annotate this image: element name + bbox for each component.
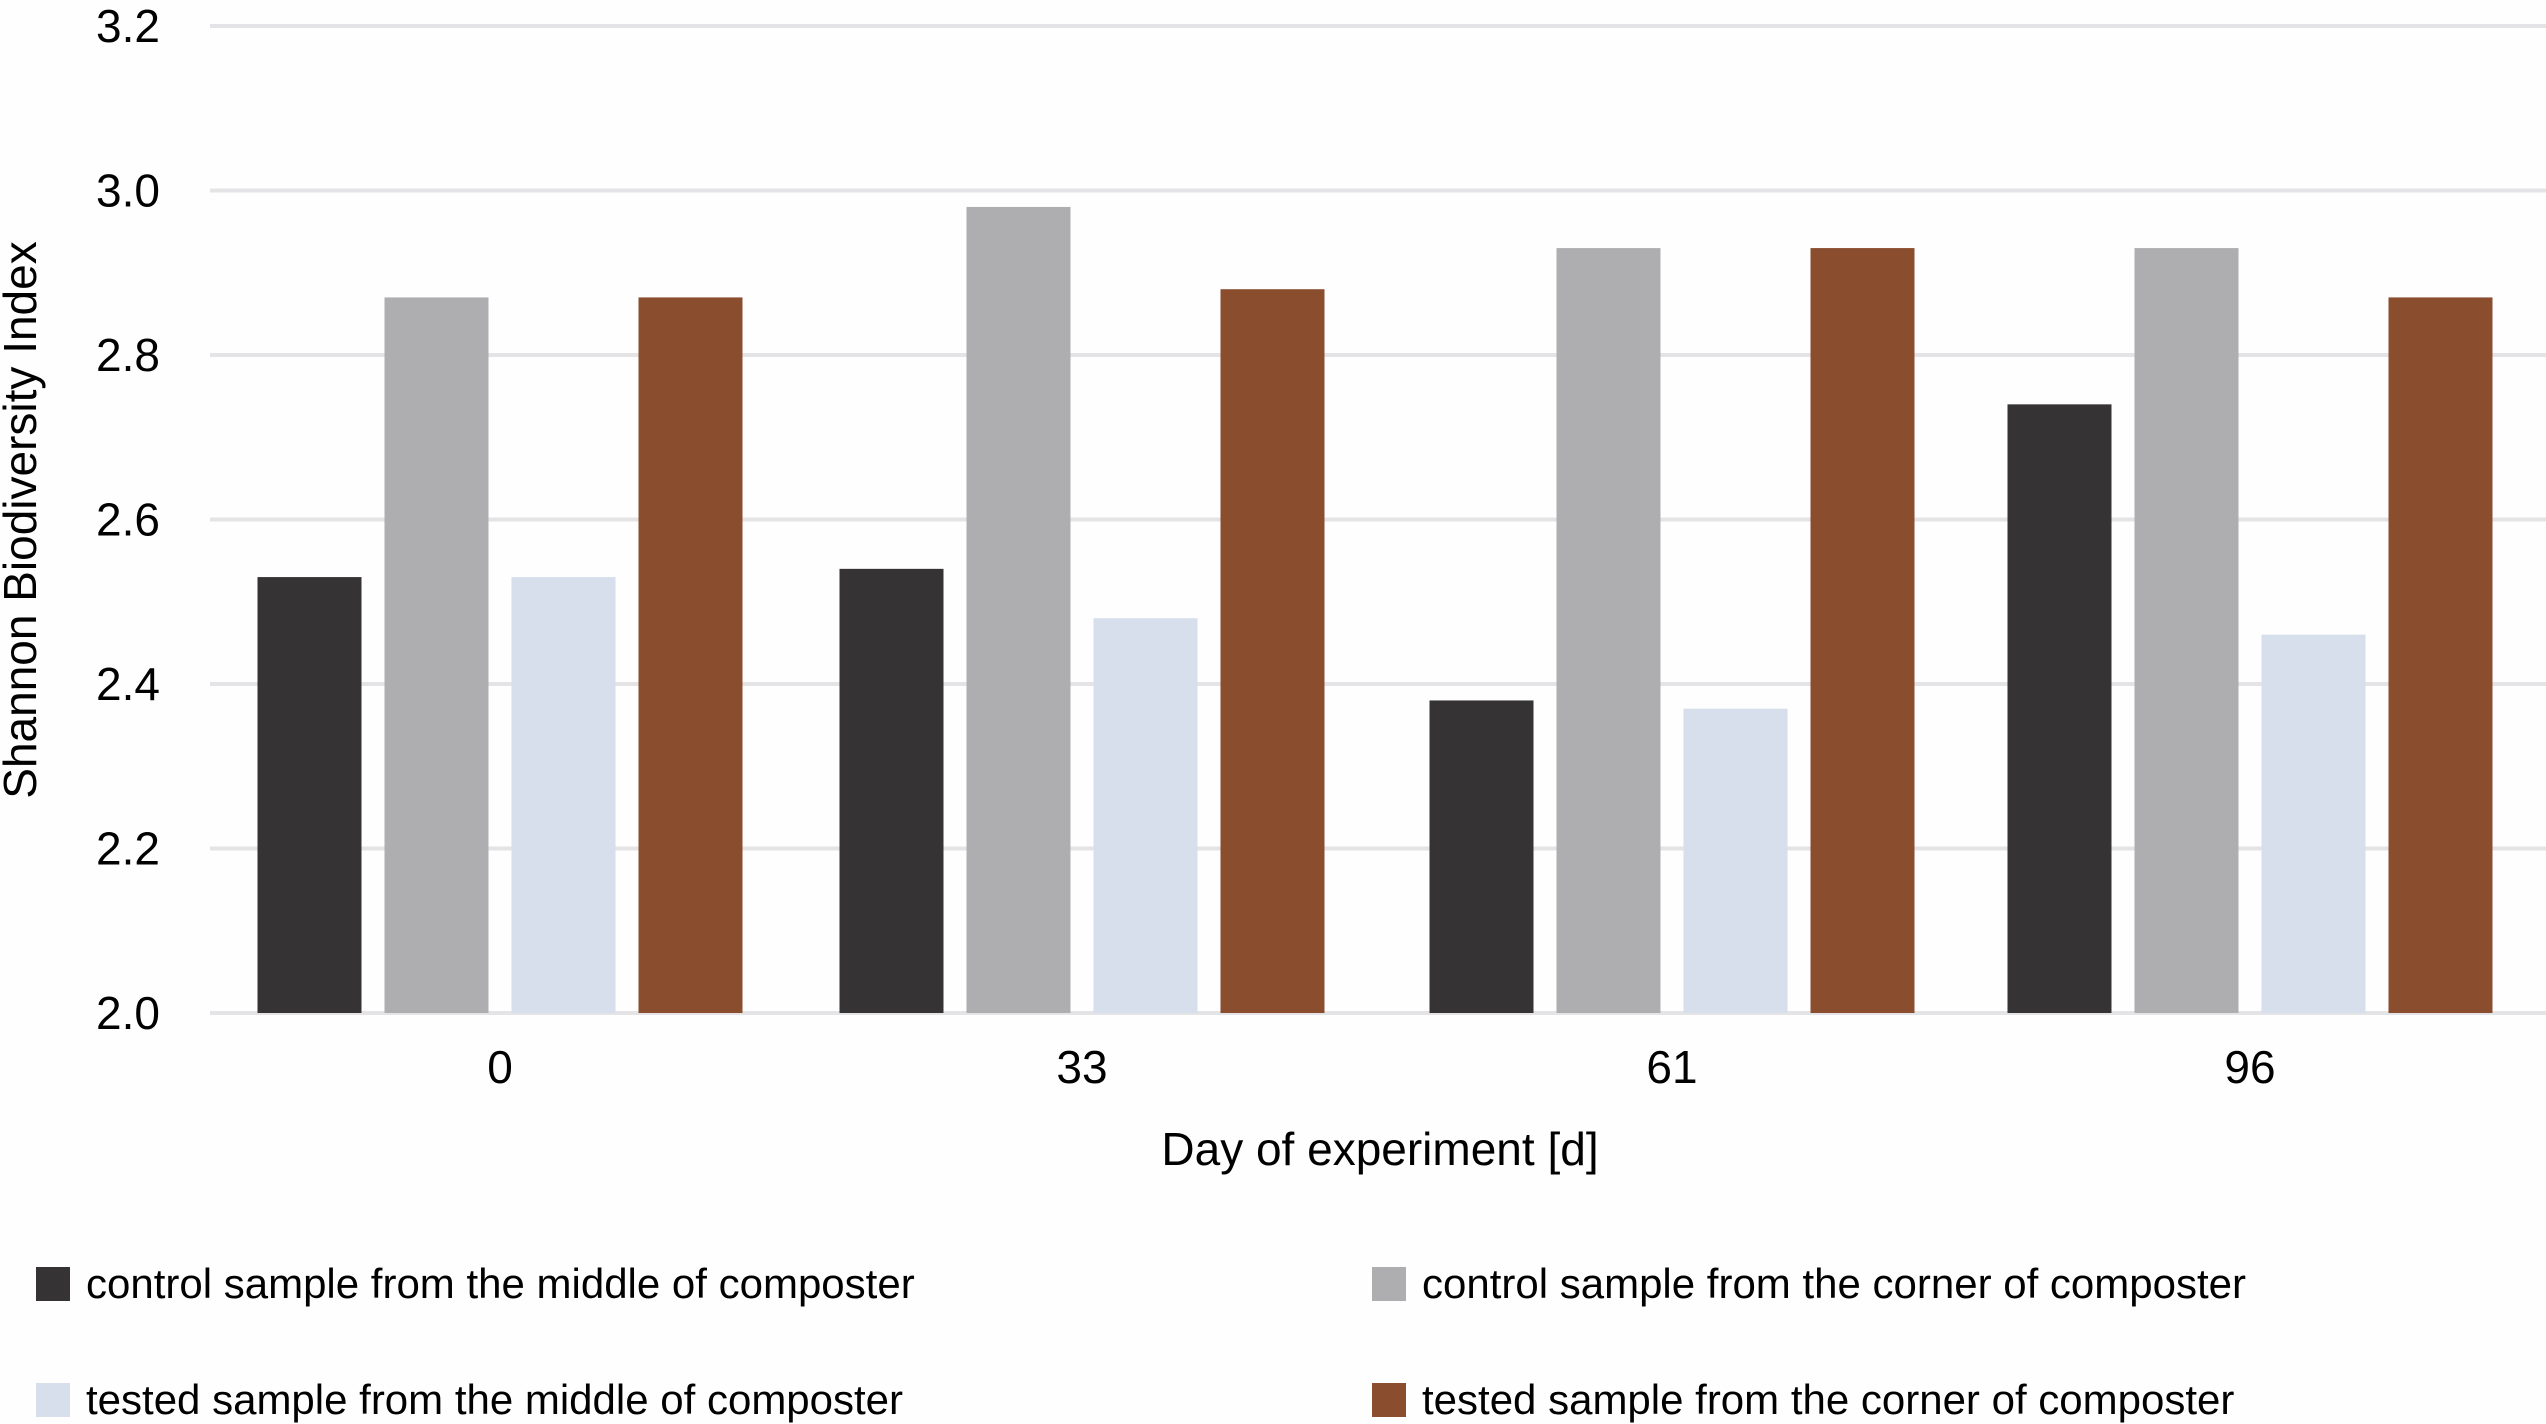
bar (1556, 248, 1661, 1013)
legend-item-control-middle: control sample from the middle of compos… (36, 1260, 915, 1308)
legend-label: control sample from the corner of compos… (1422, 1260, 2247, 1307)
bar (2134, 248, 2239, 1013)
legend-swatch (36, 1383, 70, 1417)
x-tick-label: 61 (1646, 1041, 1697, 1093)
x-tick-label: 96 (2224, 1041, 2275, 1093)
legend-label: control sample from the middle of compos… (86, 1260, 915, 1307)
bar (511, 577, 616, 1013)
y-axis-title: Shannon Biodiversity Index (0, 241, 46, 798)
bar (2007, 404, 2112, 1014)
legend-item-tested-corner: tested sample from the corner of compost… (1372, 1376, 2234, 1424)
bar (257, 577, 362, 1013)
y-tick-label: 2.8 (96, 329, 160, 381)
legend-swatch (1372, 1267, 1406, 1301)
bar (2261, 634, 2366, 1013)
bar-chart: 2.0 2.2 2.4 2.6 2.8 3.0 3.2 0 33 61 96 Shannon Bi… (0, 0, 2546, 1175)
legend: control sample from the middle of compos… (0, 1230, 2546, 1424)
legend-label: tested sample from the middle of compost… (86, 1376, 904, 1423)
y-tick-label: 2.6 (96, 494, 160, 546)
x-axis-title: Day of experiment [d] (1161, 1123, 1598, 1175)
legend-item-control-corner: control sample from the corner of compos… (1372, 1260, 2246, 1308)
x-tick-label: 33 (1056, 1041, 1107, 1093)
legend-item-tested-middle: tested sample from the middle of compost… (36, 1376, 903, 1424)
legend-label: tested sample from the corner of compost… (1422, 1376, 2235, 1423)
bar (2388, 297, 2493, 1013)
bars (257, 206, 2493, 1014)
y-tick-label: 2.2 (96, 823, 160, 875)
y-tick-label: 2.0 (96, 987, 160, 1039)
bar (1810, 248, 1915, 1013)
y-tick-label: 2.4 (96, 658, 160, 710)
legend-swatch (36, 1267, 70, 1301)
legend-swatch (1372, 1383, 1406, 1417)
bar (1093, 618, 1198, 1013)
y-tick-label: 3.0 (96, 165, 160, 217)
bar (638, 297, 743, 1013)
bar (384, 297, 489, 1013)
y-axis-ticks: 2.0 2.2 2.4 2.6 2.8 3.0 3.2 (96, 0, 160, 1039)
x-tick-label: 0 (487, 1041, 513, 1093)
bar (966, 206, 1071, 1013)
bar (1683, 708, 1788, 1013)
bar (1429, 700, 1534, 1013)
x-axis-ticks: 0 33 61 96 (487, 1041, 2275, 1093)
bar (1220, 289, 1325, 1013)
y-tick-label: 3.2 (96, 0, 160, 52)
bar (839, 568, 944, 1013)
